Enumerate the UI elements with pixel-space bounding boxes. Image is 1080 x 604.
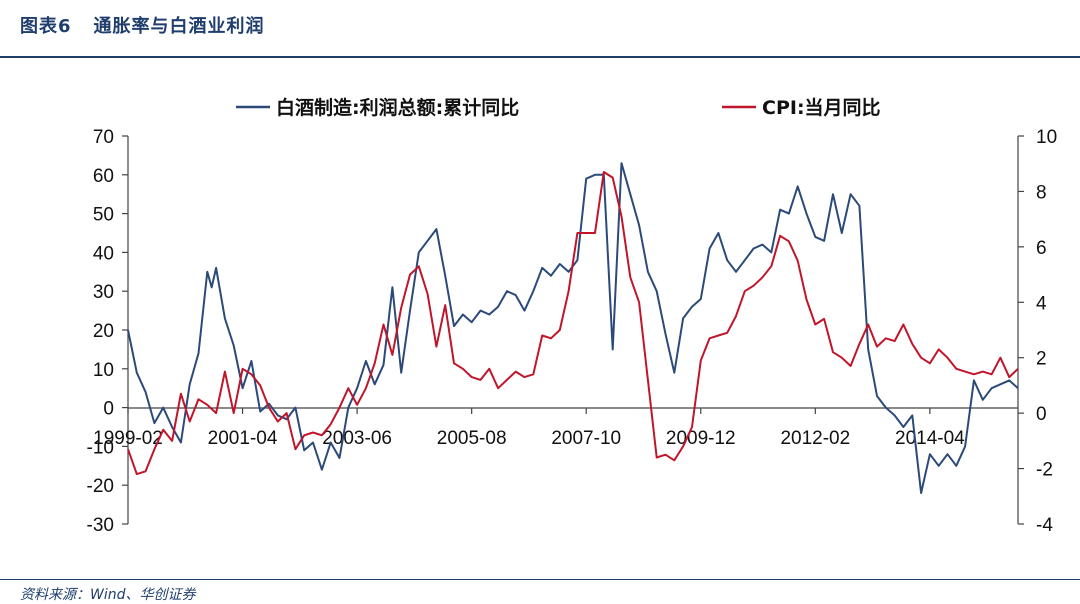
legend-label-cpi: CPI:当月同比 xyxy=(762,96,881,119)
y-right-tick-label: -2 xyxy=(1036,460,1053,481)
figure-number: 图表6 xyxy=(20,16,72,37)
y-left-tick-label: 70 xyxy=(93,127,114,148)
y-right-tick-label: 0 xyxy=(1036,404,1047,425)
legend-label-liquor: 白酒制造:利润总额:累计同比 xyxy=(276,96,519,119)
y-left-tick-label: 10 xyxy=(93,360,114,381)
x-tick-label: 2009-12 xyxy=(666,428,736,449)
y-left-tick-label: 0 xyxy=(103,399,114,420)
y-left-tick-label: 20 xyxy=(93,321,114,342)
y-right-tick-label: 4 xyxy=(1036,293,1047,314)
figure-header: 图表6 通胀率与白酒业利润 xyxy=(20,12,265,38)
x-tick-label: 1999-02 xyxy=(93,428,163,449)
x-tick-label: 2005-08 xyxy=(437,428,507,449)
y-right-tick-label: 2 xyxy=(1036,349,1047,370)
y-right-tick-label: -4 xyxy=(1036,515,1053,536)
y-left-tick-label: 40 xyxy=(93,243,114,264)
y-left-tick-label: -10 xyxy=(87,437,114,458)
x-tick-label: 2001-04 xyxy=(208,428,278,449)
x-tick-label: 2003-06 xyxy=(322,428,392,449)
x-tick-label: 2007-10 xyxy=(551,428,621,449)
legend: 白酒制造:利润总额:累计同比 CPI:当月同比 xyxy=(236,96,881,119)
series-line-cpi xyxy=(127,171,1019,476)
y-left-tick-label: 60 xyxy=(93,166,114,187)
bottom-divider xyxy=(0,579,1080,580)
series-line-liquor-profit xyxy=(127,162,1019,494)
axes: -30-20-10010203040506070-4-202468101999-… xyxy=(87,127,1058,536)
series-group xyxy=(127,162,1019,494)
x-tick-label: 2012-02 xyxy=(780,428,850,449)
figure-title: 通胀率与白酒业利润 xyxy=(93,16,265,37)
y-right-tick-label: 10 xyxy=(1036,127,1057,148)
source-note: 资料来源：Wind、华创证券 xyxy=(20,587,196,603)
y-left-tick-label: 30 xyxy=(93,282,114,303)
y-left-tick-label: 50 xyxy=(93,205,114,226)
y-left-tick-label: -20 xyxy=(87,476,114,497)
x-tick-label: 2014-04 xyxy=(895,428,965,449)
top-divider xyxy=(0,56,1080,58)
y-right-tick-label: 6 xyxy=(1036,238,1047,259)
y-left-tick-label: -30 xyxy=(87,515,114,536)
y-right-tick-label: 8 xyxy=(1036,182,1047,203)
